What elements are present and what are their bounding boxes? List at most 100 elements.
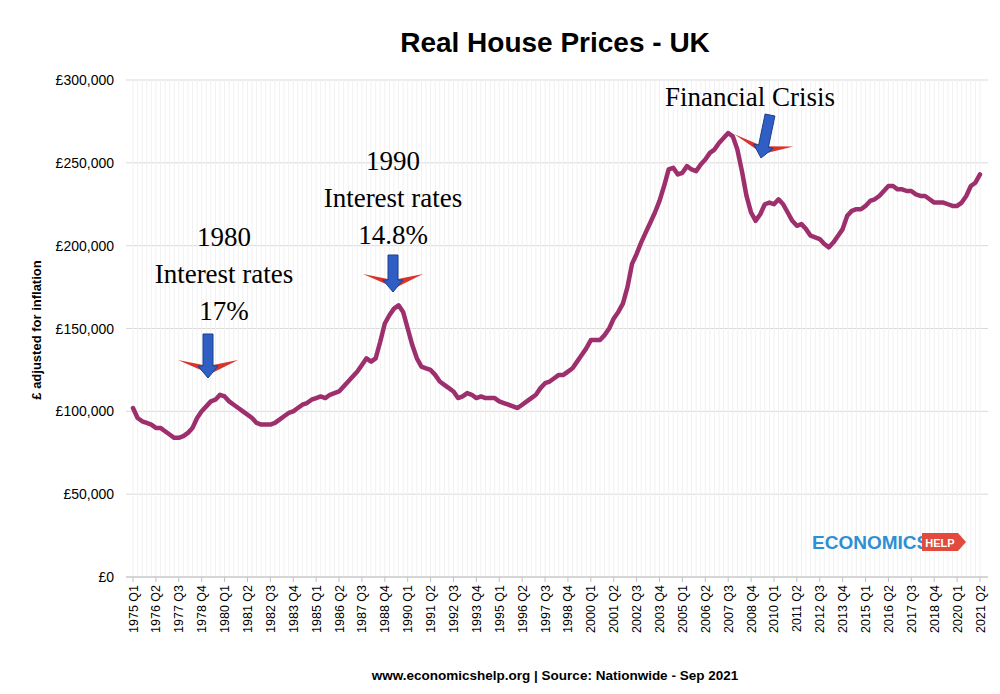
minor-grid-line — [915, 80, 916, 577]
x-tick-label: 1990 Q1 — [401, 585, 415, 633]
minor-grid-line — [545, 80, 546, 577]
minor-grid-line — [233, 80, 234, 577]
minor-grid-line — [966, 80, 967, 577]
minor-grid-line — [192, 80, 193, 577]
x-tick-label: 2013 Q4 — [836, 585, 850, 633]
annotation-text: 14.8% — [358, 220, 428, 250]
x-tick — [751, 577, 752, 582]
x-tick — [384, 577, 385, 582]
minor-grid-line — [673, 80, 674, 577]
minor-grid-line — [471, 80, 472, 577]
minor-grid-line — [723, 80, 724, 577]
minor-grid-line — [284, 80, 285, 577]
minor-grid-line — [929, 80, 930, 577]
minor-grid-line — [883, 80, 884, 577]
annotation-text: 1980 — [197, 222, 251, 252]
minor-grid-line — [773, 80, 774, 577]
annotation-text: 1990 — [366, 146, 420, 176]
minor-grid-line — [627, 80, 628, 577]
grid — [126, 80, 988, 577]
minor-grid-line — [316, 80, 317, 577]
minor-grid-line — [613, 80, 614, 577]
x-tick — [155, 577, 156, 582]
minor-grid-line — [540, 80, 541, 577]
x-tick-label: 2017 Q3 — [905, 585, 919, 633]
minor-grid-line — [599, 80, 600, 577]
x-tick — [796, 577, 797, 582]
grid-line — [126, 411, 988, 412]
minor-grid-line — [320, 80, 321, 577]
minor-grid-line — [925, 80, 926, 577]
minor-grid-line — [448, 80, 449, 577]
minor-grid-line — [824, 80, 825, 577]
y-axis-label: £ adjusted for inflation — [29, 260, 44, 399]
x-tick — [361, 577, 362, 582]
minor-grid-line — [261, 80, 262, 577]
minor-grid-line — [778, 80, 779, 577]
x-tick — [224, 577, 225, 582]
minor-grid-line — [329, 80, 330, 577]
minor-grid-line — [421, 80, 422, 577]
minor-grid-line — [796, 80, 797, 577]
x-tick-label: 2020 Q1 — [951, 585, 965, 633]
grid-line — [126, 245, 988, 246]
minor-grid-line — [142, 80, 143, 577]
minor-grid-line — [215, 80, 216, 577]
minor-grid-line — [590, 80, 591, 577]
minor-grid-line — [755, 80, 756, 577]
minor-grid-line — [686, 80, 687, 577]
x-tick — [201, 577, 202, 582]
x-tick-label: 1997 Q3 — [539, 585, 553, 633]
minor-grid-line — [426, 80, 427, 577]
y-tick-label: £200,000 — [56, 238, 115, 254]
x-tick-label: 1977 Q3 — [172, 585, 186, 633]
minor-grid-line — [957, 80, 958, 577]
minor-grid-line — [462, 80, 463, 577]
minor-grid-line — [274, 80, 275, 577]
minor-grid-line — [458, 80, 459, 577]
minor-grid-line — [567, 80, 568, 577]
x-tick-label: 1976 Q2 — [149, 585, 163, 633]
minor-grid-line — [719, 80, 720, 577]
minor-grid-line — [815, 80, 816, 577]
x-tick — [133, 577, 134, 582]
x-tick-label: 1980 Q1 — [218, 585, 232, 633]
series-group — [133, 133, 980, 438]
x-tick-label: 1988 Q4 — [378, 585, 392, 633]
x-tick — [682, 577, 683, 582]
minor-grid-line — [645, 80, 646, 577]
minor-grid-line — [952, 80, 953, 577]
minor-grid-line — [838, 80, 839, 577]
minor-grid-line — [874, 80, 875, 577]
x-tick — [888, 577, 889, 582]
x-tick-label: 1978 Q4 — [195, 585, 209, 633]
x-tick — [476, 577, 477, 582]
minor-grid-line — [288, 80, 289, 577]
minor-grid-line — [682, 80, 683, 577]
minor-grid-line — [165, 80, 166, 577]
minor-grid-line — [622, 80, 623, 577]
minor-grid-line — [293, 80, 294, 577]
minor-grid-line — [728, 80, 729, 577]
x-tick-label: 2007 Q3 — [722, 585, 736, 633]
minor-grid-line — [650, 80, 651, 577]
minor-grid-line — [490, 80, 491, 577]
x-tick — [453, 577, 454, 582]
minor-grid — [133, 80, 980, 577]
minor-grid-line — [975, 80, 976, 577]
x-tick — [705, 577, 706, 582]
minor-grid-line — [934, 80, 935, 577]
minor-grid-line — [902, 80, 903, 577]
minor-grid-line — [783, 80, 784, 577]
minor-grid-line — [137, 80, 138, 577]
minor-grid-line — [847, 80, 848, 577]
x-tick — [522, 577, 523, 582]
minor-grid-line — [851, 80, 852, 577]
x-tick — [247, 577, 248, 582]
price-line — [133, 133, 980, 438]
minor-grid-line — [339, 80, 340, 577]
minor-grid-line — [174, 80, 175, 577]
minor-grid-line — [444, 80, 445, 577]
minor-grid-line — [306, 80, 307, 577]
x-tick-label: 2000 Q1 — [584, 585, 598, 633]
